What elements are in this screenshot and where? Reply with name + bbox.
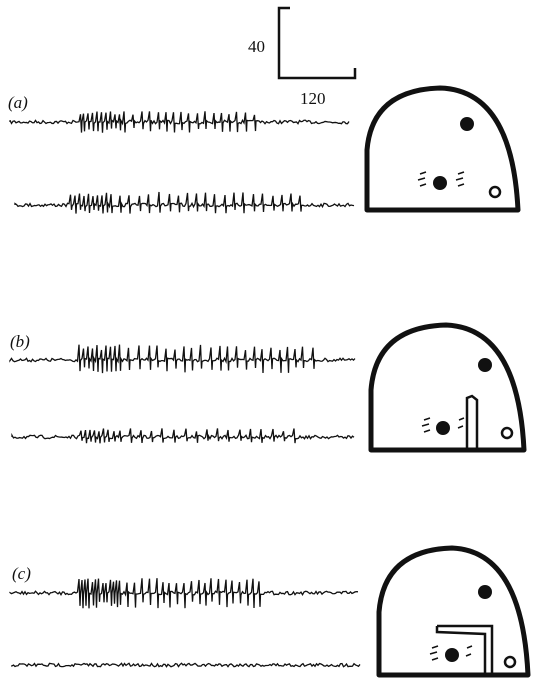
fish: [478, 585, 492, 599]
arena-b: [371, 325, 524, 450]
scale-bar-lines: [279, 8, 355, 78]
scale-vertical-label: 40: [248, 37, 265, 56]
trace: [10, 578, 358, 608]
fish: [436, 421, 450, 435]
fish: [445, 648, 459, 662]
trace: [12, 663, 360, 666]
scale-bar: 40 120: [248, 8, 355, 108]
figure: 40 120 (a) (b) (c): [0, 0, 537, 684]
fish: [433, 176, 447, 190]
barrier: [467, 396, 477, 450]
trace: [10, 111, 349, 132]
trace: [10, 345, 355, 373]
scale-horizontal-label: 120: [300, 89, 326, 108]
fish: [460, 117, 474, 131]
arena-c: [379, 548, 528, 675]
trace: [15, 192, 354, 214]
panel-label: (a): [8, 93, 28, 112]
electrode: [490, 187, 500, 197]
electrode: [505, 657, 515, 667]
trace: [12, 428, 354, 443]
electrode: [502, 428, 512, 438]
panel-label: (c): [12, 564, 31, 583]
barrier: [437, 626, 492, 675]
arena-a: [367, 88, 518, 210]
fish: [478, 358, 492, 372]
arena: [367, 88, 518, 210]
panel-label: (b): [10, 332, 30, 351]
